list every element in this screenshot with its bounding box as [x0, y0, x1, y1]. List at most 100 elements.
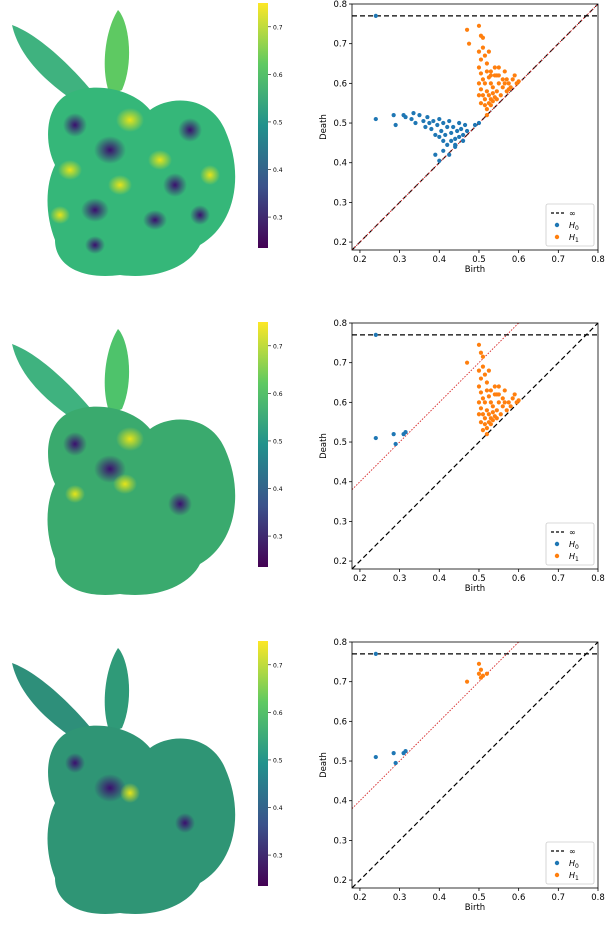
point-h1	[488, 69, 493, 74]
x-tick-label: 0.3	[393, 255, 407, 265]
x-tick-label: 0.4	[433, 255, 447, 265]
point-h0	[427, 120, 432, 126]
point-h0	[447, 152, 452, 157]
point-h0	[423, 124, 428, 130]
axes-frame	[351, 322, 599, 570]
x-tick-label: 0.5	[472, 574, 486, 584]
y-tick-label: 0.3	[333, 836, 347, 846]
colorbar-gradient	[258, 3, 268, 248]
point-h0	[455, 128, 460, 134]
x-tick-label: 0.7	[552, 255, 566, 265]
point-h1	[484, 89, 490, 94]
point-h1	[478, 101, 484, 106]
point-h1	[478, 87, 484, 92]
point-h1	[484, 112, 490, 118]
x-tick-label: 0.2	[353, 893, 367, 903]
point-h0	[449, 138, 454, 143]
point-h0	[464, 128, 470, 134]
point-h1	[476, 342, 482, 347]
legend-swatch-h0	[554, 860, 560, 866]
point-h1	[476, 23, 482, 28]
point-h0	[403, 114, 408, 120]
point-h1	[482, 53, 488, 58]
point-h1	[516, 79, 521, 84]
point-h1	[492, 384, 497, 389]
point-h1	[476, 400, 482, 405]
x-tick-label: 0.6	[512, 255, 526, 265]
point-h0	[431, 118, 436, 124]
point-h0	[393, 122, 398, 128]
y-tick-label: 0.5	[333, 119, 347, 129]
y-tick-label: 0.4	[333, 159, 347, 169]
bunny-body-shape	[12, 329, 236, 595]
colorbar: 0.3 0.4 0.5 0.6 0.7	[258, 3, 283, 248]
colorbar: 0.3 0.4 0.5 0.6 0.7	[258, 322, 283, 567]
point-h1	[500, 77, 505, 82]
panel-row-1: 0.3 0.4 0.5 0.6 0.7 0.2 0.3 0.4 0.5 0.6 0.7 0.8 0.2…	[0, 0, 610, 300]
point-h1	[496, 73, 501, 78]
y-tick-label: 0.8	[333, 0, 347, 10]
y-tick-label: 0.2	[333, 238, 347, 248]
legend-label-h1: H1	[569, 233, 579, 244]
point-h1	[516, 398, 521, 403]
y-tick-label: 0.6	[333, 398, 347, 408]
point-h0	[451, 124, 456, 130]
point-h1	[480, 428, 486, 433]
colorbar-gradient	[258, 322, 268, 567]
point-h0	[443, 132, 448, 138]
point-h1	[480, 35, 486, 40]
point-h1	[490, 85, 495, 90]
bunny-mesh-image	[12, 648, 236, 914]
point-h1	[492, 65, 497, 70]
point-h1	[488, 388, 493, 393]
legend-swatch-h1	[554, 234, 560, 240]
plot-area	[352, 4, 598, 250]
point-h1	[486, 394, 491, 399]
legend-swatch-h1	[554, 872, 560, 878]
point-h0	[460, 132, 466, 138]
point-h1	[464, 360, 470, 365]
point-h1	[506, 400, 511, 405]
point-h0	[457, 120, 462, 126]
plot-area	[352, 323, 598, 569]
threshold-line	[352, 323, 520, 490]
point-h1	[488, 400, 493, 405]
point-h0	[373, 435, 378, 441]
y-tick-label: 0.2	[333, 557, 347, 567]
point-h1	[502, 388, 507, 393]
point-h1	[480, 412, 486, 417]
colorbar-tick-label: 0.5	[273, 119, 283, 126]
point-h0	[435, 122, 440, 128]
point-h1	[490, 99, 495, 104]
x-tick-label: 0.6	[512, 893, 526, 903]
x-tick-label: 0.2	[353, 255, 367, 265]
legend-label-h1: H1	[569, 871, 579, 882]
point-h0	[441, 138, 446, 143]
point-h1	[466, 41, 472, 46]
colorbar-tick-label: 0.4	[273, 805, 283, 812]
point-h0	[453, 136, 458, 142]
point-h1	[498, 412, 503, 417]
point-h1	[488, 73, 493, 78]
panel-row-3: 0.3 0.4 0.5 0.6 0.7 0.2 0.3 0.4 0.5 0.6 0.7 0.8 0.2…	[0, 638, 610, 938]
point-h1	[490, 91, 495, 96]
point-h1	[478, 57, 484, 62]
point-h1	[482, 422, 488, 427]
point-h0	[437, 116, 442, 122]
point-h1	[478, 390, 484, 395]
point-h0	[393, 760, 398, 766]
point-h1	[476, 661, 482, 666]
point-h0	[441, 120, 446, 126]
point-h1	[480, 45, 486, 50]
axes-frame	[351, 3, 599, 251]
x-axis-label: Birth	[465, 584, 485, 594]
point-h1	[476, 81, 482, 86]
point-h0	[411, 111, 416, 116]
point-h0	[445, 124, 450, 130]
x-tick-label: 0.3	[393, 574, 407, 584]
x-tick-label: 0.8	[591, 255, 605, 265]
point-h1	[486, 93, 491, 98]
point-h0	[403, 430, 408, 435]
y-tick-label: 0.4	[333, 478, 347, 488]
point-h1	[484, 671, 490, 676]
